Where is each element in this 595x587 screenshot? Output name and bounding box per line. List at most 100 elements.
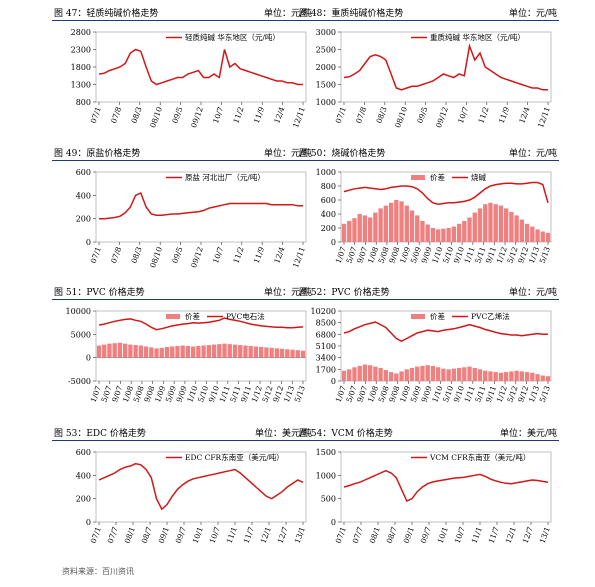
chart-unit: 单位：元/吨 (263, 288, 312, 298)
chart-header: 图 50：烧碱价格走势 单位：元/吨 (297, 144, 559, 161)
chart-panel-fig52: 图 52：PVC 价格走势 单位：元/吨 0 1700 3400 5100 6800 8500… (297, 283, 559, 421)
bar-价差 (352, 218, 357, 242)
bar-价差 (472, 212, 477, 242)
legend-swatch (411, 314, 425, 319)
bar-价差 (420, 365, 425, 381)
y-tick-label: 1300 (71, 81, 91, 90)
chart-title: 图 51：PVC 价格走势 (54, 288, 145, 298)
x-tick-label: 11/2 (231, 105, 245, 124)
y-tick-label: 0 (331, 377, 336, 386)
x-tick-label: 07/8 (109, 105, 123, 124)
bar-价差 (425, 365, 430, 381)
y-tick-label: 1500 (316, 448, 336, 457)
y-tick-label: 1700 (316, 365, 336, 374)
y-tick-label: 1000 (316, 168, 336, 177)
x-tick-label: 12/1 (504, 526, 518, 545)
x-tick-label: 10/7 (456, 105, 470, 124)
x-tick-label: 08/7 (140, 525, 154, 544)
chart-header: 图 47：轻质纯碱价格走势 单位：元/吨 (52, 4, 314, 21)
bar-价差 (175, 346, 180, 358)
plot-frame (95, 171, 307, 243)
bar-价差 (238, 345, 243, 358)
bar-价差 (435, 367, 441, 381)
legend-label: 价差 (185, 311, 200, 321)
bar-价差 (409, 210, 415, 242)
series-line-烧碱 (343, 181, 549, 205)
chart-unit: 单位：美元/吨 (499, 429, 557, 439)
bar-价差 (420, 221, 425, 242)
plot-frame (95, 310, 307, 382)
bar-价差 (357, 214, 362, 242)
y-tick-label: 0 (86, 238, 91, 247)
x-tick-label: 07/1 (334, 106, 348, 125)
legend-swatch (411, 175, 425, 180)
y-tick-label: 800 (76, 98, 91, 107)
bar-价差 (347, 369, 352, 381)
bar-价差 (435, 229, 441, 242)
chart-panel-fig53: 图 53：EDC 价格走势 单位：美元/吨 0 200 400 600 07/1 07/7 08… (52, 424, 314, 562)
bar-价差 (493, 204, 498, 242)
x-tick-label: 12/7 (276, 525, 290, 544)
x-tick-label: 11/9 (497, 105, 511, 124)
chart-svg: 020040060080010001/075/079/071/085/089/0… (316, 168, 552, 265)
chart-title: 图 50：烧碱价格走势 (299, 149, 386, 159)
x-tick-label: 10/1 (436, 526, 450, 545)
bar-价差 (341, 370, 347, 381)
x-tick-label: 08/10 (393, 105, 409, 129)
bar-价差 (415, 366, 420, 381)
y-tick-label: 400 (321, 210, 336, 219)
chart-header: 图 48：重质纯碱价格走势 单位：元/吨 (297, 4, 559, 21)
chart-title: 图 53：EDC 价格走势 (54, 429, 146, 439)
bar-价差 (206, 345, 212, 358)
series-line-PVC乙烯法 (343, 321, 548, 343)
series-line-EDC CFR东南亚（美元/吨） (98, 462, 304, 511)
bar-价差 (211, 344, 217, 358)
y-tick-label: 6800 (316, 330, 336, 339)
chart-panel-fig54: 图 54：VCM 价格走势 单位：美元/吨 0 500 1000 1500 07/1 07/7… (297, 424, 559, 562)
bar-价差 (388, 372, 394, 381)
bar-价差 (367, 365, 373, 381)
bar-价差 (399, 201, 404, 242)
bar-价差 (217, 344, 222, 358)
x-tick-label: 11/2 (231, 245, 245, 264)
bar-价差 (264, 347, 269, 358)
bar-价差 (300, 350, 306, 358)
x-tick-label: 07/8 (109, 245, 123, 264)
y-tick-label: 200 (76, 495, 91, 504)
y-tick-label: 600 (76, 448, 91, 457)
chart-panel-fig51: 图 51：PVC 价格走势 单位：元/吨 -5000 0 5000 10000 1/07 5/… (52, 283, 314, 421)
x-tick-label: 12/11 (536, 106, 552, 129)
bar-价差 (425, 224, 430, 242)
x-tick-label: 09/7 (419, 525, 433, 544)
bar-价差 (524, 372, 530, 381)
chart-svg: 1000 1500 2000 2500 3000 07/1 07/8 08/3 08/10 09/… (316, 28, 552, 129)
bar-价差 (477, 208, 483, 242)
bar-价差 (503, 372, 509, 381)
x-tick-label: 11/1 (470, 526, 484, 545)
bar-价差 (285, 349, 290, 358)
bar-价差 (352, 367, 357, 381)
x-tick-label: 10/7 (208, 525, 222, 544)
series-line-VCM CFR东南亚（美元/吨） (343, 469, 549, 502)
y-tick-label: 5100 (316, 342, 336, 351)
legend-label: EDC CFR东南亚（美元/吨） (185, 452, 284, 462)
bar-价差 (290, 349, 295, 358)
bar-价差 (483, 370, 488, 381)
legend-label: 重质纯碱 华东地区（元/吨） (430, 32, 525, 42)
x-tick-label: 11/2 (476, 105, 490, 124)
y-tick-label: -5000 (68, 377, 91, 386)
x-tick-label: 10/7 (453, 525, 467, 544)
legend-label: PVC乙烯法 (471, 311, 510, 321)
source-note: 资料来源：百川资讯 (62, 567, 134, 576)
bar-价差 (498, 205, 504, 242)
bar-价差 (154, 348, 159, 358)
bar-价差 (535, 229, 540, 242)
x-tick-label: 11/1 (225, 526, 239, 545)
y-tick-label: 600 (76, 168, 91, 177)
bar-价差 (373, 366, 378, 381)
bar-价差 (545, 232, 551, 242)
bar-价差 (498, 372, 504, 381)
x-tick-label: 09/1 (402, 526, 416, 545)
series-line-原盐 河北出厂（元/吨） (99, 191, 303, 220)
bar-价差 (373, 212, 378, 242)
